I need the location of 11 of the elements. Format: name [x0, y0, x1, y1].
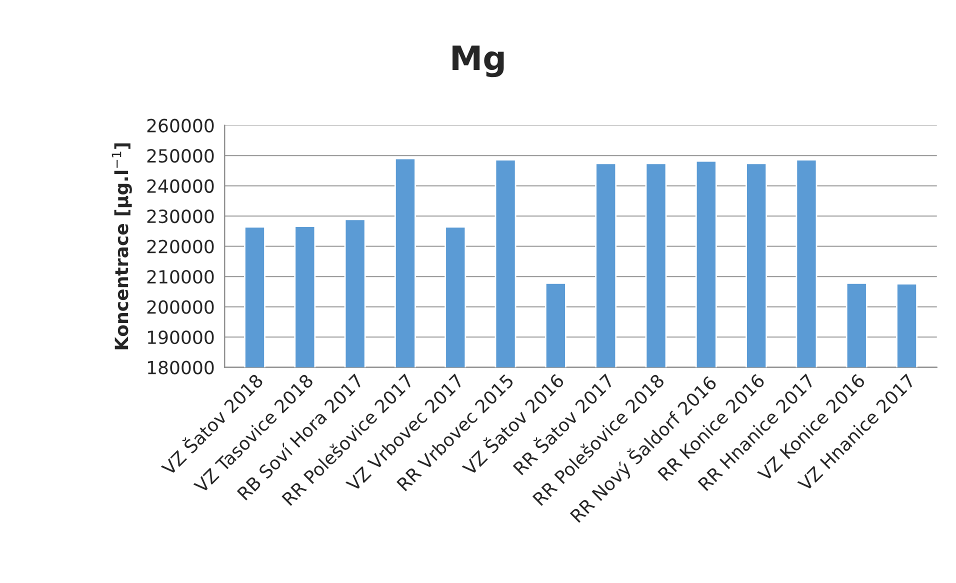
y-tick-label: 180000	[148, 360, 214, 374]
y-tick-label: 240000	[147, 179, 214, 193]
y-tick-label: 220000	[147, 240, 214, 254]
y-tick-label: 260000	[147, 118, 214, 132]
chart-title: Mg	[452, 46, 504, 78]
y-tick-label: 210000	[147, 270, 214, 284]
y-tick-label: 250000	[147, 149, 214, 163]
y-tick-label: 200000	[147, 300, 214, 314]
y-axis-title: Koncentrace [µg.l$^{−1}$]	[112, 143, 132, 350]
y-tick-label: 190000	[148, 330, 214, 344]
y-tick-label: 230000	[147, 210, 214, 224]
